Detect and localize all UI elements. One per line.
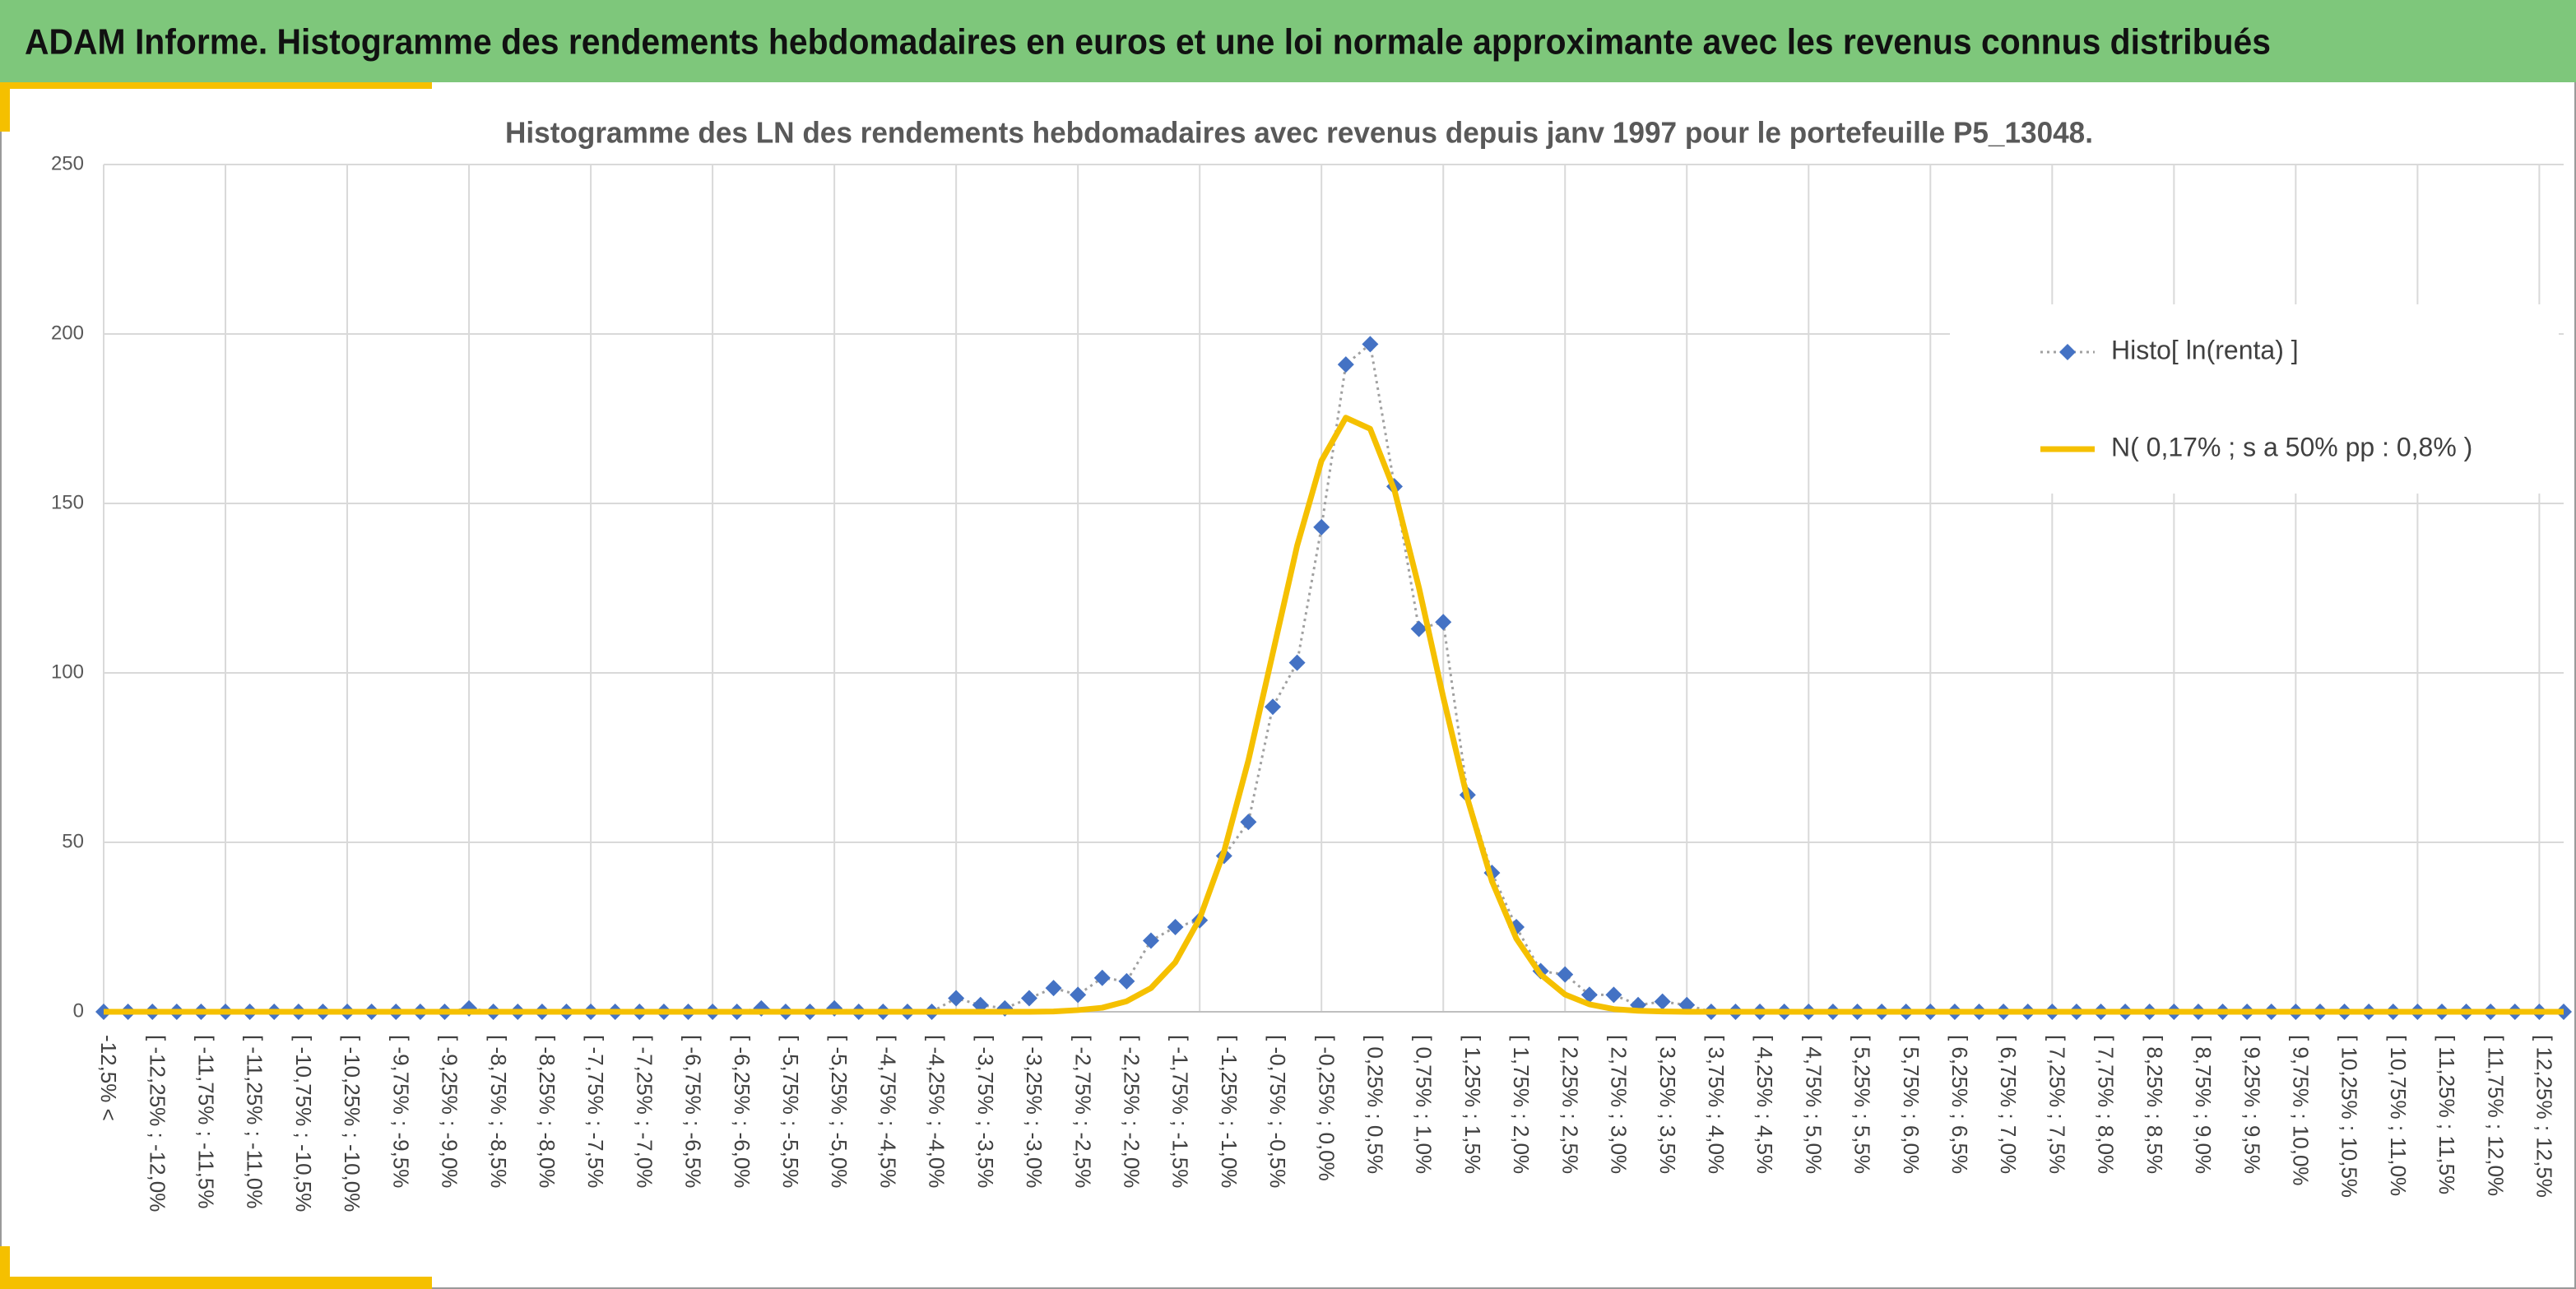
y-tick-label: 200	[51, 322, 84, 344]
legend-marker	[2059, 344, 2076, 360]
x-tick-label: [ 7,25% ; 7,5%	[2045, 1035, 2069, 1174]
marker	[1605, 986, 1622, 1004]
x-tick-label: [ -1,25% ; -1,0%	[1217, 1035, 1242, 1188]
x-tick-label: [ 8,25% ; 8,5%	[2142, 1035, 2167, 1174]
x-tick-label: [ 9,25% ; 9,5%	[2239, 1035, 2264, 1174]
x-tick-label: [ 4,25% ; 4,5%	[1752, 1035, 1777, 1174]
x-tick-label: [ -8,25% ; -8,0%	[535, 1035, 559, 1188]
x-tick-label: [ 9,75% ; 10,0%	[2288, 1035, 2313, 1186]
marker	[1288, 654, 1306, 671]
y-tick-label: 250	[51, 152, 84, 174]
marker	[1654, 993, 1671, 1010]
marker	[1020, 990, 1037, 1007]
x-tick-label: [ 11,25% ; 11,5%	[2434, 1035, 2459, 1194]
marker	[1093, 969, 1111, 986]
x-tick-label: [ 12,25% ; 12,5%	[2532, 1035, 2557, 1198]
x-tick-label: [ 0,75% ; 1,0%	[1412, 1035, 1437, 1174]
marker	[1070, 986, 1087, 1004]
x-tick-label: -12,5% <	[96, 1035, 121, 1121]
marker	[1045, 980, 1062, 997]
x-tick-label: [ -2,25% ; -2,0%	[1119, 1035, 1144, 1188]
x-tick-label: [ 4,75% ; 5,0%	[1801, 1035, 1826, 1174]
x-tick-label: [ 11,75% ; 12,0%	[2483, 1035, 2508, 1196]
marker	[1240, 814, 1257, 831]
marker	[1118, 972, 1135, 990]
x-tick-label: [ -5,25% ; -5,0%	[827, 1035, 852, 1188]
legend-label: N( 0,17% ; s a 50% pp : 0,8% )	[2111, 432, 2472, 461]
x-tick-label: [ 1,25% ; 1,5%	[1460, 1035, 1485, 1174]
x-tick-label: [ -4,75% ; -4,5%	[875, 1035, 900, 1188]
legend-label: Histo[ ln(renta) ]	[2111, 335, 2299, 364]
x-tick-label: [ -5,75% ; -5,5%	[778, 1035, 803, 1188]
marker	[1435, 614, 1452, 631]
marker	[1313, 518, 1330, 536]
x-tick-label: [ 7,75% ; 8,0%	[2094, 1035, 2119, 1174]
x-tick-label: [ 10,75% ; 11,0%	[2386, 1035, 2411, 1196]
x-tick-label: [ -9,75% ; -9,5%	[388, 1035, 413, 1188]
x-tick-label: [ 5,25% ; 5,5%	[1850, 1035, 1875, 1174]
marker	[1167, 919, 1184, 935]
x-tick-label: [ -3,25% ; -3,0%	[1022, 1035, 1047, 1188]
decoration	[0, 82, 10, 132]
x-tick-label: [ 5,75% ; 6,0%	[1899, 1035, 1924, 1174]
x-tick-label: [ -1,75% ; -1,5%	[1168, 1035, 1193, 1188]
marker	[948, 990, 965, 1007]
header-title: ADAM Informe. Histogramme des rendements…	[25, 22, 2271, 63]
x-tick-label: [ 2,25% ; 2,5%	[1557, 1035, 1582, 1174]
marker	[1362, 336, 1379, 353]
decoration	[0, 1277, 432, 1289]
x-tick-label: [ -6,25% ; -6,0%	[730, 1035, 754, 1188]
x-tick-label: [ -4,25% ; -4,0%	[925, 1035, 949, 1188]
x-tick-label: [ 3,75% ; 4,0%	[1704, 1035, 1729, 1174]
y-tick-label: 0	[73, 999, 84, 1022]
x-tick-label: [ 3,25% ; 3,5%	[1655, 1035, 1680, 1174]
header-band	[0, 0, 2576, 82]
x-tick-label: [ 0,25% ; 0,5%	[1363, 1035, 1388, 1174]
x-tick-label: [ 10,25% ; 10,5%	[2337, 1035, 2362, 1198]
chart-title: Histogramme des LN des rendements hebdom…	[505, 116, 2093, 150]
x-tick-label: [ 2,75% ; 3,0%	[1607, 1035, 1631, 1174]
marker	[1337, 356, 1354, 373]
marker	[1142, 932, 1159, 949]
marker	[1410, 620, 1427, 638]
x-tick-label: [ -6,75% ; -6,5%	[681, 1035, 706, 1188]
x-tick-label: [ -10,25% ; -10,0%	[340, 1035, 364, 1212]
x-tick-label: [ 6,25% ; 6,5%	[1947, 1035, 1972, 1174]
x-tick-label: [ 6,75% ; 7,0%	[1996, 1035, 2021, 1174]
x-tick-label: [ 8,75% ; 9,0%	[2191, 1035, 2216, 1174]
x-tick-label: [ -7,75% ; -7,5%	[583, 1035, 608, 1188]
legend-box	[1950, 304, 2559, 494]
series-line	[104, 415, 2564, 1015]
x-tick-label: [ -0,75% ; -0,5%	[1265, 1035, 1290, 1188]
decoration	[0, 1246, 10, 1289]
marker	[1557, 966, 1574, 983]
x-tick-label: [ -7,25% ; -7,0%	[632, 1035, 657, 1188]
x-tick-label: [ -9,25% ; -9,0%	[438, 1035, 462, 1188]
y-tick-label: 100	[51, 661, 84, 683]
x-tick-label: [ -11,75% ; -11,5%	[194, 1035, 219, 1208]
x-tick-label: [ -3,75% ; -3,5%	[973, 1035, 998, 1188]
x-tick-label: [ -8,75% ; -8,5%	[486, 1035, 511, 1188]
x-tick-label: [ 1,75% ; 2,0%	[1509, 1035, 1534, 1174]
y-tick-label: 150	[51, 491, 84, 513]
marker	[1580, 986, 1598, 1004]
x-tick-label: [ -0,25% ; 0,0%	[1314, 1035, 1339, 1181]
x-tick-label: [ -10,75% ; -10,5%	[291, 1035, 316, 1212]
decoration	[0, 82, 432, 89]
x-tick-label: [ -2,75% ; -2,5%	[1070, 1035, 1095, 1188]
marker	[1264, 698, 1281, 716]
x-tick-label: [ -12,25% ; -12,0%	[145, 1035, 169, 1212]
y-tick-label: 50	[62, 830, 84, 852]
x-tick-label: [ -11,25% ; -11,0%	[243, 1035, 267, 1208]
